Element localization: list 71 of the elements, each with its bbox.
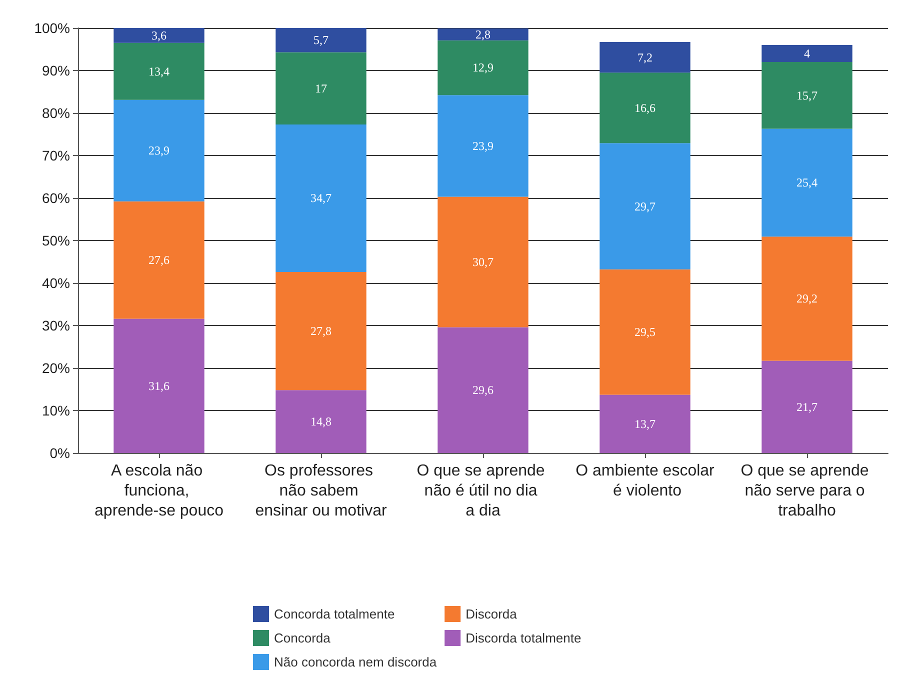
bar (438, 40, 528, 96)
bar (438, 95, 528, 197)
y-tick-label: 0% (50, 445, 70, 461)
data-label: 16,6 (634, 100, 656, 115)
data-label: 30,7 (472, 254, 494, 269)
bar (762, 128, 852, 237)
data-label: 3,6 (152, 28, 166, 42)
data-label: 17 (315, 81, 327, 96)
x-tick-label: O ambiente escolar é violento (576, 462, 716, 500)
bar (762, 360, 852, 453)
bar (114, 42, 204, 100)
data-label: 29,5 (634, 325, 656, 340)
x-tick-label: A escola não funciona, aprende-se pouco (94, 462, 224, 520)
x-tick-label: Os professores não sabem ensinar ou motivar (255, 462, 388, 520)
legend-label: Discorda (466, 606, 518, 622)
bar (276, 52, 366, 124)
x-tick-label: O que se aprende não é útil no dia a dia (416, 462, 550, 520)
data-label: 7,2 (638, 50, 652, 64)
data-label: 5,7 (314, 33, 328, 48)
data-label: 2,8 (476, 27, 490, 42)
y-tick-label: 50% (42, 232, 70, 248)
y-tick-label: 20% (42, 360, 70, 376)
bar (600, 269, 690, 395)
y-tick-label: 70% (42, 148, 70, 164)
data-label: 13,4 (148, 64, 170, 78)
legend-label: Discorda totalmente (466, 630, 582, 646)
bar (276, 124, 366, 272)
bar (276, 390, 366, 453)
data-label: 23,9 (148, 144, 170, 158)
data-label: 14,8 (310, 414, 332, 429)
data-label: 27,8 (310, 324, 332, 338)
data-label: 27,6 (148, 253, 170, 268)
bar (438, 327, 528, 453)
data-label: 29,7 (634, 199, 656, 214)
data-label: 12,9 (472, 60, 494, 75)
y-tick-label: 60% (42, 190, 70, 206)
bar (114, 318, 204, 453)
legend-label: Não concorda nem discorda (274, 654, 438, 670)
bar (600, 394, 690, 453)
data-label: 15,7 (796, 88, 818, 102)
y-tick-label: 10% (42, 402, 70, 418)
bar (438, 196, 528, 328)
y-tick-label: 30% (42, 318, 70, 334)
y-tick-label: 80% (42, 105, 70, 121)
bar (762, 236, 852, 361)
data-label: 13,7 (634, 416, 656, 431)
legend-label: Concorda totalmente (274, 606, 395, 622)
bar (600, 143, 690, 270)
data-label: 21,7 (796, 400, 818, 414)
data-label: 25,4 (796, 176, 818, 190)
data-label: 29,6 (472, 383, 494, 398)
y-tick-label: 100% (34, 20, 70, 36)
bar (114, 100, 204, 202)
data-label: 31,6 (148, 378, 170, 393)
data-label: 29,2 (796, 292, 818, 306)
bar (762, 62, 852, 129)
data-label: 23,9 (472, 138, 494, 153)
bar (114, 28, 204, 43)
bar (600, 72, 690, 144)
bar (276, 28, 366, 52)
bar (276, 272, 366, 390)
y-tick-label: 90% (42, 62, 70, 78)
bar (600, 42, 690, 73)
data-label: 4 (804, 46, 810, 60)
bar (762, 45, 852, 62)
bar (114, 201, 204, 319)
y-tick-label: 40% (42, 275, 70, 291)
data-label: 34,7 (310, 191, 332, 206)
bar (438, 28, 528, 40)
x-tick-label: O que se aprende não serve para o trabalho (740, 462, 874, 520)
legend-label: Concorda (274, 630, 332, 646)
